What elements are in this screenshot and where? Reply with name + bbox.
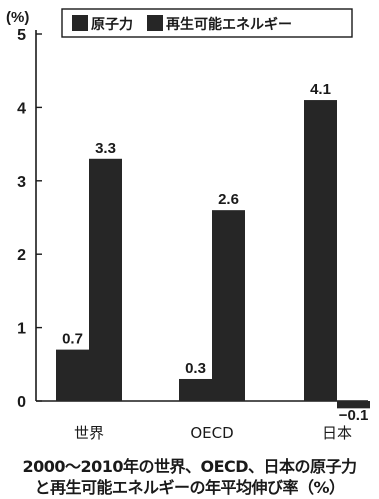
caption-line-2: と再生可能エネルギーの年平均伸び率（%） <box>34 478 345 497</box>
legend-label: 再生可能エネルギー <box>166 16 292 33</box>
x-category-label: 世界 <box>74 424 104 442</box>
bar-nuclear <box>304 100 337 401</box>
y-tick-label: 2 <box>17 247 26 264</box>
y-unit-label: (%) <box>6 9 29 26</box>
legend-box <box>61 8 353 38</box>
bar-chart: 0 1 2 3 4 5(%) 0.7 3.3 世界 0.3 2.6 OECD 4.1 −0.1日本 原子力 再… <box>6 8 370 442</box>
y-tick-label: 1 <box>17 321 26 338</box>
x-category-label: 日本 <box>322 424 352 442</box>
bar-value-label: 4.1 <box>310 81 331 98</box>
bar-value-label: 0.3 <box>185 360 206 377</box>
y-tick-label: 0 <box>17 394 26 411</box>
bar-renewable <box>89 158 122 401</box>
bar-value-label: −0.1 <box>339 407 369 424</box>
bar-value-label: 3.3 <box>95 140 116 157</box>
x-category-label: OECD <box>190 424 233 442</box>
bar-nuclear <box>179 378 212 401</box>
bar-renewable <box>337 401 370 409</box>
y-tick-label: 3 <box>17 174 26 191</box>
legend-swatch <box>72 15 88 31</box>
bar-value-label: 2.6 <box>218 191 239 208</box>
y-tick-label: 5 <box>17 27 26 44</box>
bar-nuclear <box>56 349 89 401</box>
legend-label: 原子力 <box>91 16 133 33</box>
y-tick-label: 4 <box>17 100 26 117</box>
caption-line-1: 2000〜2010年の世界、OECD、日本の原子力 <box>22 457 357 476</box>
legend-swatch <box>147 15 163 31</box>
bar-value-label: 0.7 <box>62 331 83 348</box>
bar-renewable <box>212 210 245 401</box>
